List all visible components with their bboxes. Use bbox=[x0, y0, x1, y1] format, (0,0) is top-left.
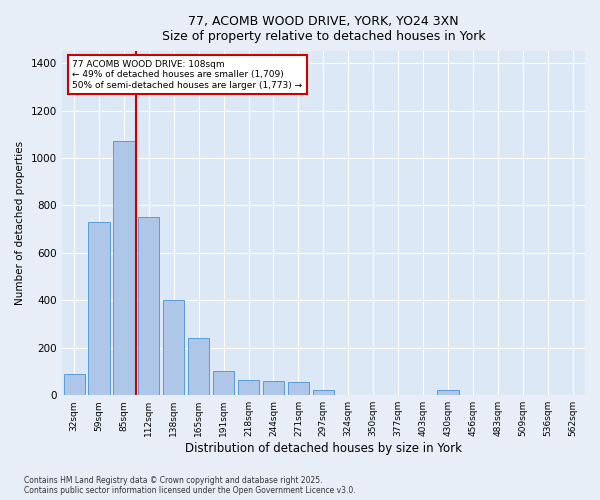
Bar bbox=[138, 218, 160, 395]
Bar bbox=[188, 338, 209, 395]
Bar bbox=[238, 380, 259, 395]
Bar bbox=[437, 390, 458, 395]
Bar bbox=[263, 381, 284, 395]
Bar bbox=[88, 222, 110, 395]
Text: Contains HM Land Registry data © Crown copyright and database right 2025.
Contai: Contains HM Land Registry data © Crown c… bbox=[24, 476, 356, 495]
X-axis label: Distribution of detached houses by size in York: Distribution of detached houses by size … bbox=[185, 442, 462, 455]
Bar bbox=[213, 372, 234, 395]
Bar bbox=[113, 142, 134, 395]
Title: 77, ACOMB WOOD DRIVE, YORK, YO24 3XN
Size of property relative to detached house: 77, ACOMB WOOD DRIVE, YORK, YO24 3XN Siz… bbox=[161, 15, 485, 43]
Text: 77 ACOMB WOOD DRIVE: 108sqm
← 49% of detached houses are smaller (1,709)
50% of : 77 ACOMB WOOD DRIVE: 108sqm ← 49% of det… bbox=[72, 60, 302, 90]
Y-axis label: Number of detached properties: Number of detached properties bbox=[15, 141, 25, 306]
Bar bbox=[163, 300, 184, 395]
Bar bbox=[64, 374, 85, 395]
Bar bbox=[313, 390, 334, 395]
Bar bbox=[288, 382, 309, 395]
